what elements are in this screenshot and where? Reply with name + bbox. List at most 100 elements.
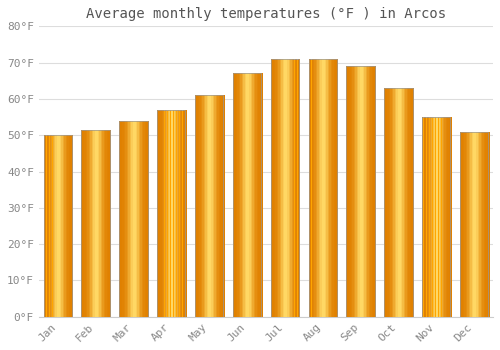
Bar bbox=[119, 121, 120, 317]
Bar bbox=[108, 130, 110, 317]
Bar bbox=[157, 110, 158, 317]
Bar bbox=[120, 121, 122, 317]
Bar bbox=[195, 95, 196, 317]
Bar bbox=[254, 74, 255, 317]
Bar bbox=[422, 117, 450, 317]
Bar bbox=[450, 117, 452, 317]
Bar bbox=[184, 110, 186, 317]
Bar bbox=[195, 95, 224, 317]
Bar bbox=[393, 88, 394, 317]
Bar bbox=[214, 95, 216, 317]
Bar bbox=[392, 88, 393, 317]
Bar bbox=[119, 121, 148, 317]
Bar bbox=[337, 59, 338, 317]
Bar bbox=[82, 130, 110, 317]
Bar bbox=[88, 130, 89, 317]
Bar bbox=[275, 59, 276, 317]
Bar bbox=[422, 117, 450, 317]
Bar bbox=[422, 117, 424, 317]
Bar bbox=[157, 110, 186, 317]
Bar bbox=[288, 59, 290, 317]
Bar bbox=[294, 59, 296, 317]
Bar bbox=[195, 95, 224, 317]
Bar bbox=[444, 117, 446, 317]
Bar bbox=[219, 95, 220, 317]
Bar bbox=[170, 110, 172, 317]
Bar bbox=[176, 110, 178, 317]
Bar bbox=[324, 59, 325, 317]
Bar bbox=[224, 95, 225, 317]
Bar bbox=[357, 66, 358, 317]
Bar bbox=[442, 117, 443, 317]
Bar bbox=[480, 132, 481, 317]
Bar bbox=[466, 132, 468, 317]
Bar bbox=[130, 121, 131, 317]
Bar bbox=[326, 59, 328, 317]
Bar bbox=[399, 88, 400, 317]
Bar bbox=[137, 121, 138, 317]
Bar bbox=[482, 132, 484, 317]
Bar bbox=[384, 88, 386, 317]
Bar bbox=[126, 121, 128, 317]
Bar bbox=[142, 121, 143, 317]
Bar bbox=[408, 88, 410, 317]
Bar bbox=[405, 88, 406, 317]
Bar bbox=[354, 66, 356, 317]
Bar bbox=[431, 117, 432, 317]
Bar bbox=[486, 132, 487, 317]
Bar bbox=[308, 59, 337, 317]
Bar bbox=[181, 110, 182, 317]
Bar bbox=[334, 59, 336, 317]
Bar bbox=[246, 74, 248, 317]
Bar bbox=[180, 110, 181, 317]
Bar bbox=[134, 121, 136, 317]
Bar bbox=[432, 117, 434, 317]
Bar bbox=[443, 117, 444, 317]
Bar bbox=[449, 117, 450, 317]
Bar bbox=[248, 74, 249, 317]
Bar bbox=[475, 132, 476, 317]
Bar bbox=[370, 66, 372, 317]
Bar bbox=[366, 66, 367, 317]
Bar bbox=[470, 132, 472, 317]
Bar bbox=[319, 59, 320, 317]
Bar bbox=[250, 74, 252, 317]
Bar bbox=[351, 66, 352, 317]
Bar bbox=[44, 135, 72, 317]
Bar bbox=[287, 59, 288, 317]
Bar bbox=[162, 110, 163, 317]
Bar bbox=[143, 121, 144, 317]
Bar bbox=[276, 59, 278, 317]
Bar bbox=[202, 95, 204, 317]
Bar bbox=[233, 74, 261, 317]
Bar bbox=[146, 121, 148, 317]
Bar bbox=[178, 110, 180, 317]
Bar bbox=[406, 88, 408, 317]
Bar bbox=[390, 88, 392, 317]
Bar bbox=[318, 59, 319, 317]
Bar bbox=[369, 66, 370, 317]
Bar bbox=[119, 121, 148, 317]
Bar bbox=[158, 110, 160, 317]
Bar bbox=[110, 130, 111, 317]
Bar bbox=[346, 66, 375, 317]
Bar bbox=[140, 121, 141, 317]
Bar bbox=[328, 59, 330, 317]
Bar bbox=[207, 95, 208, 317]
Bar bbox=[284, 59, 286, 317]
Bar bbox=[164, 110, 166, 317]
Bar bbox=[428, 117, 430, 317]
Bar bbox=[292, 59, 293, 317]
Bar bbox=[398, 88, 399, 317]
Bar bbox=[239, 74, 240, 317]
Bar bbox=[94, 130, 95, 317]
Bar bbox=[384, 88, 412, 317]
Bar bbox=[128, 121, 130, 317]
Bar bbox=[320, 59, 322, 317]
Bar bbox=[281, 59, 282, 317]
Bar bbox=[350, 66, 351, 317]
Bar bbox=[148, 121, 149, 317]
Bar bbox=[233, 74, 261, 317]
Bar bbox=[66, 135, 68, 317]
Bar bbox=[348, 66, 350, 317]
